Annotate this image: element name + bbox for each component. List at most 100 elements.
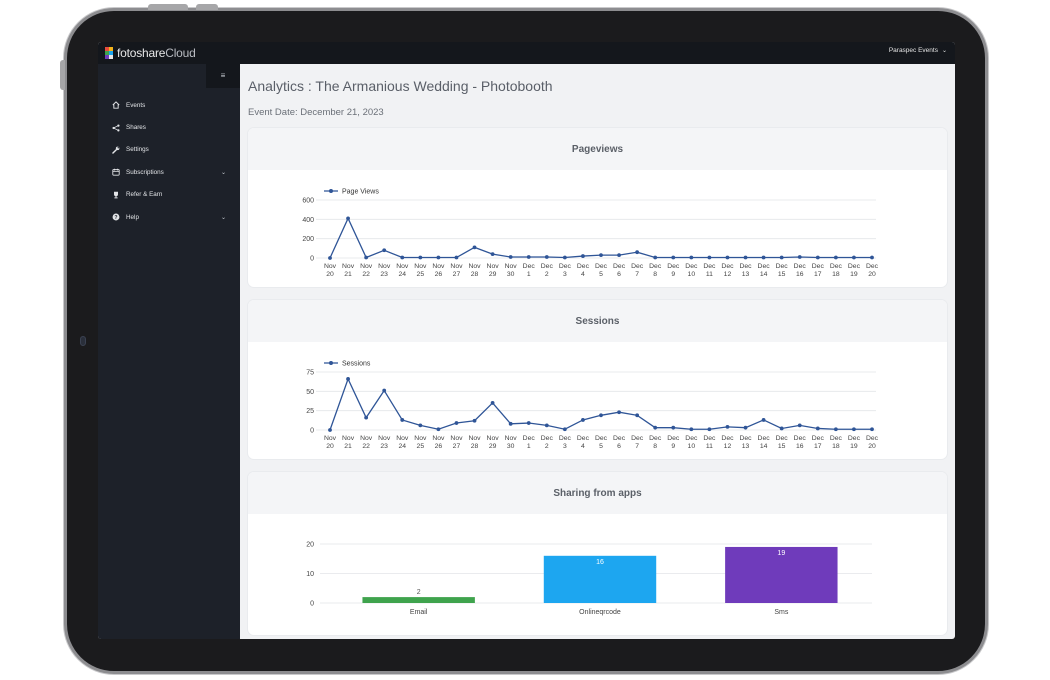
tablet-side-button — [60, 60, 65, 90]
y-tick-label: 20 — [306, 542, 314, 549]
y-tick-label: 0 — [310, 256, 314, 263]
bar — [362, 597, 475, 603]
data-point — [436, 427, 441, 432]
y-tick-label: 0 — [310, 601, 314, 608]
sidebar-item-subscriptions[interactable]: Subscriptions ⌄ — [98, 161, 240, 183]
data-point — [653, 255, 658, 260]
tablet-top-button — [196, 4, 218, 10]
x-tick-label: Nov — [360, 435, 373, 442]
x-tick-label: Dec — [595, 435, 608, 442]
account-menu[interactable]: Paraspec Events ⌄ — [889, 47, 947, 54]
x-tick-label: Dec — [559, 435, 572, 442]
card-title: Pageviews — [248, 128, 947, 170]
x-tick-label: Dec — [848, 435, 861, 442]
data-point — [581, 254, 585, 258]
x-tick-label: Nov — [324, 435, 337, 442]
y-tick-label: 200 — [302, 236, 314, 243]
sidebar-item-shares[interactable]: Shares — [98, 116, 240, 138]
data-point — [526, 421, 531, 425]
brand-main-text: fotoshare — [117, 46, 166, 60]
data-point — [761, 255, 766, 260]
x-tick-label: Dec — [703, 435, 716, 442]
x-tick-label: 21 — [344, 271, 352, 278]
x-tick-label: Dec — [631, 263, 644, 270]
bar — [543, 555, 657, 603]
x-tick-label: Dec — [794, 435, 807, 442]
pageviews-card: Pageviews 0 200 400 600 Page Views Nov 20 Nov 21… — [248, 128, 947, 287]
data-point — [797, 255, 802, 259]
x-tick-label: Dec — [559, 263, 572, 270]
help-icon: ? — [111, 213, 120, 222]
trophy-icon — [111, 190, 120, 199]
x-tick-label: Dec — [685, 435, 698, 442]
x-tick-label: Dec — [794, 263, 807, 270]
sidebar-nav: Events Shares Settings Subscriptions ⌄ — [98, 94, 240, 228]
y-tick-label: 0 — [310, 428, 314, 435]
x-tick-label: Dec — [866, 435, 879, 442]
x-tick-label: Dec — [703, 263, 716, 270]
x-tick-label: 20 — [326, 271, 334, 278]
sharing-card: Sharing from apps 0 10 20 2 Email 16 Onlineqrc… — [248, 472, 947, 635]
data-point — [815, 426, 820, 431]
data-point — [562, 255, 567, 260]
x-tick-label: 22 — [362, 271, 370, 278]
data-point — [617, 253, 621, 257]
x-tick-label: 26 — [435, 443, 443, 450]
brand[interactable]: fotoshareCloud — [105, 46, 196, 60]
data-point — [436, 255, 441, 260]
data-point — [599, 253, 603, 257]
sidebar-item-events[interactable]: Events — [98, 94, 240, 116]
sidebar-item-label: Events — [126, 101, 146, 109]
data-point — [707, 427, 712, 432]
tablet-top-button — [148, 4, 188, 10]
x-tick-label: Dec — [830, 263, 843, 270]
data-point — [599, 413, 603, 418]
data-point — [852, 427, 856, 432]
calendar-icon — [111, 168, 120, 177]
x-tick-label: Dec — [523, 263, 536, 270]
x-tick-label: Dec — [758, 435, 771, 442]
data-point — [671, 255, 676, 260]
data-point — [635, 413, 640, 418]
x-tick-label: 4 — [581, 443, 585, 450]
x-tick-label: 20 — [868, 443, 876, 450]
data-point — [454, 255, 459, 260]
x-tick-label: 20 — [868, 271, 876, 278]
card-body: 0 200 400 600 Page Views Nov 20 Nov 21 Nov 22 Nov 23… — [248, 170, 947, 287]
x-tick-label: 17 — [814, 271, 822, 278]
x-tick-label: 2 — [545, 271, 549, 278]
x-tick-label: 12 — [724, 443, 732, 450]
x-tick-label: Nov — [324, 263, 337, 270]
sidebar-item-refer-earn[interactable]: Refer & Earn — [98, 184, 240, 206]
sidebar-item-settings[interactable]: Settings — [98, 139, 240, 161]
x-tick-label: 19 — [850, 443, 858, 450]
data-point — [689, 427, 694, 432]
x-tick-label: 17 — [814, 443, 822, 450]
data-point — [346, 377, 350, 381]
x-tick-label: Onlineqrcode — [579, 609, 621, 616]
x-tick-label: Nov — [360, 263, 373, 270]
x-tick-label: Dec — [721, 263, 734, 270]
page-title: Analytics : The Armanious Wedding - Phot… — [248, 78, 553, 94]
x-tick-label: 19 — [850, 271, 858, 278]
sidebar: ≡ Events Shares Settings — [98, 64, 240, 639]
x-tick-label: Nov — [414, 435, 427, 442]
x-tick-label: 9 — [671, 271, 675, 278]
sidebar-toggle-button[interactable]: ≡ — [206, 64, 240, 88]
data-point — [418, 255, 423, 260]
x-tick-label: 9 — [671, 443, 675, 450]
data-point — [400, 418, 405, 422]
sidebar-item-label: Refer & Earn — [126, 191, 163, 199]
data-point — [725, 255, 730, 260]
x-tick-label: Dec — [541, 263, 554, 270]
event-date: Event Date: December 21, 2023 — [248, 107, 384, 118]
x-tick-label: 25 — [417, 271, 425, 278]
x-tick-label: 14 — [760, 443, 768, 450]
x-tick-label: Dec — [667, 263, 680, 270]
x-tick-label: 11 — [706, 271, 713, 278]
x-tick-label: 15 — [778, 443, 786, 450]
x-tick-label: 8 — [653, 271, 657, 278]
sidebar-item-help[interactable]: ? Help ⌄ — [98, 206, 240, 228]
data-point — [689, 255, 694, 260]
data-point — [472, 245, 477, 250]
